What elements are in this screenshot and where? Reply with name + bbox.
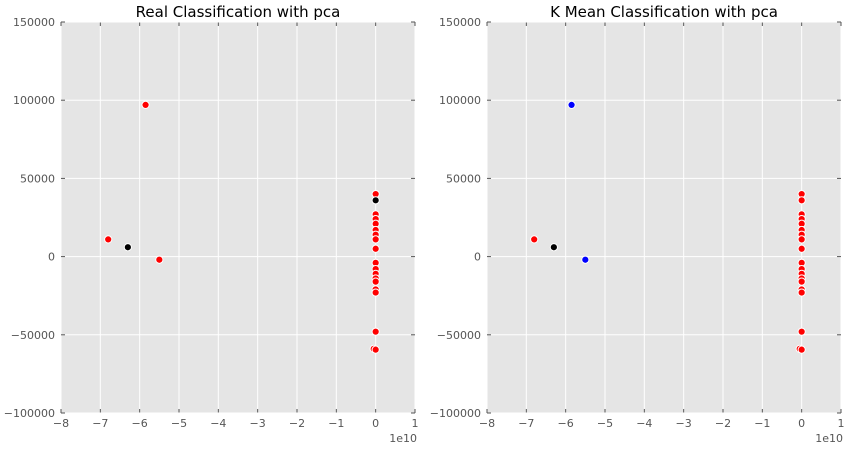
y-tick-label: 150000	[13, 16, 55, 29]
x-tick-label: −6	[132, 417, 148, 430]
data-point	[797, 244, 806, 253]
x-tick-label: −4	[210, 417, 226, 430]
data-point	[371, 196, 380, 205]
data-point	[797, 196, 806, 205]
data-point	[797, 288, 806, 297]
x-tick-label: −5	[171, 417, 187, 430]
data-point	[530, 235, 539, 244]
data-point	[567, 100, 576, 109]
data-point	[371, 327, 380, 336]
x-tick-label: −1	[328, 417, 344, 430]
right-scatter-panel: −8 −7 −6 −5 −4 −3 −2 −1 0 1 −100000 −50000 0 50000 100…	[430, 3, 845, 445]
x-tick-label: −7	[518, 417, 534, 430]
data-point	[141, 100, 150, 109]
left-scatter-panel: −8 −7 −6 −5 −4 −3 −2 −1 0 1 −100000 −50000 0 50000 100…	[4, 3, 419, 445]
y-tick-label: −100000	[430, 407, 481, 420]
y-tick-label: 150000	[439, 16, 481, 29]
data-point	[371, 277, 380, 286]
y-tick-label: 0	[474, 251, 481, 264]
plot-background	[487, 22, 841, 413]
data-point	[371, 244, 380, 253]
x-offset-label: 1e10	[389, 432, 417, 445]
data-point	[549, 243, 558, 252]
y-tick-label: −100000	[4, 407, 55, 420]
x-tick-label: −3	[676, 417, 692, 430]
y-tick-label: 100000	[13, 94, 55, 107]
x-tick-label: −2	[715, 417, 731, 430]
x-tick-label: −1	[754, 417, 770, 430]
x-offset-label: 1e10	[815, 432, 843, 445]
x-tick-label: −8	[479, 417, 495, 430]
data-point	[581, 255, 590, 264]
y-tick-label: 100000	[439, 94, 481, 107]
y-tick-label: 0	[48, 251, 55, 264]
data-point	[371, 345, 380, 354]
x-tick-label: −6	[558, 417, 574, 430]
data-point	[371, 288, 380, 297]
data-point	[155, 255, 164, 264]
x-tick-label: −7	[92, 417, 108, 430]
y-tick-label: −50000	[437, 329, 481, 342]
x-tick-label: 1	[412, 417, 419, 430]
data-point	[123, 243, 132, 252]
y-tick-label: 50000	[446, 172, 481, 185]
x-tick-label: −5	[597, 417, 613, 430]
data-point	[797, 235, 806, 244]
data-point	[797, 327, 806, 336]
x-tick-label: 0	[798, 417, 805, 430]
data-point	[104, 235, 113, 244]
data-point	[371, 235, 380, 244]
plot-background	[61, 22, 415, 413]
x-tick-label: 1	[838, 417, 845, 430]
x-tick-label: −2	[289, 417, 305, 430]
x-tick-label: −4	[636, 417, 652, 430]
data-point	[797, 277, 806, 286]
chart-title: Real Classification with pca	[136, 3, 341, 21]
chart-title: K Mean Classification with pca	[550, 3, 778, 21]
x-tick-label: −3	[250, 417, 266, 430]
y-tick-label: 50000	[20, 172, 55, 185]
y-tick-label: −50000	[11, 329, 55, 342]
x-tick-label: −8	[53, 417, 69, 430]
data-point	[797, 345, 806, 354]
x-tick-label: 0	[372, 417, 379, 430]
